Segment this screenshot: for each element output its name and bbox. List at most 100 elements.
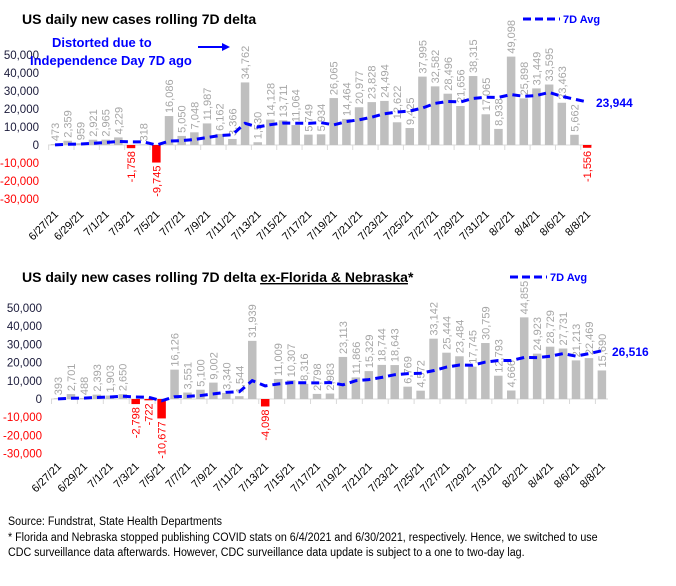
x-tick-label: 7/5/21 — [132, 209, 162, 239]
data-label: 28,496 — [443, 57, 455, 91]
bar-7/9/21 — [209, 382, 218, 399]
data-label: 11,009 — [273, 343, 285, 376]
y-tick-label: 40,000 — [7, 321, 42, 333]
bar-7/20/21 — [351, 377, 361, 399]
data-label: 13,711 — [278, 84, 290, 117]
legend: 7D Avg — [523, 14, 600, 26]
data-label: 14,464 — [341, 82, 353, 116]
annotation-text: Distorted due to — [52, 35, 152, 50]
data-label: 7,048 — [189, 102, 201, 130]
bar-7/1/21 — [105, 395, 115, 399]
y-tick-label: 20,000 — [4, 104, 39, 116]
data-label: 44,855 — [519, 281, 531, 315]
bar-7/13/21 — [253, 142, 262, 145]
bar-7/22/21 — [377, 364, 386, 399]
bar-8/6/21 — [571, 360, 581, 399]
data-label: 5,934 — [316, 104, 328, 132]
data-label: 16,086 — [164, 79, 176, 113]
bar-7/24/21 — [403, 386, 412, 399]
data-label: -1,758 — [126, 151, 138, 182]
data-label: -1,556 — [582, 151, 594, 182]
bar-7/6/21 — [164, 116, 174, 145]
bar-7/23/21 — [390, 365, 399, 399]
y-tick-label: 20,000 — [7, 358, 42, 370]
data-label: 4,666 — [506, 360, 518, 388]
data-label: 20,977 — [354, 71, 366, 105]
chart-title-main: US daily new cases rolling 7D delta — [22, 11, 256, 27]
bar-7/11/21 — [235, 396, 244, 399]
bar-8/1/21 — [507, 390, 516, 399]
x-tick-label: 8/6/21 — [538, 209, 568, 239]
y-tick-label: -10,000 — [0, 158, 39, 170]
data-label: 4,229 — [113, 107, 125, 135]
data-label: 15,329 — [364, 334, 376, 368]
data-label: 16,126 — [170, 333, 182, 367]
bar-7/12/21 — [240, 82, 250, 145]
bar-7/22/21 — [367, 102, 376, 145]
bar-7/10/21 — [215, 133, 224, 145]
data-label: 11,866 — [351, 342, 363, 375]
data-label: 38,315 — [468, 39, 480, 73]
source-note: Source: Fundstrat, State Health Departme… — [8, 516, 223, 528]
data-label: 31,449 — [531, 52, 543, 86]
data-label: 12,622 — [392, 86, 404, 120]
data-label: 2,650 — [118, 364, 130, 392]
x-tick-label: 8/6/21 — [552, 461, 582, 491]
bar-7/15/21 — [278, 120, 288, 145]
data-label: 30,759 — [480, 306, 492, 340]
bar-7/31/21 — [494, 375, 503, 399]
y-tick-label: 0 — [36, 394, 42, 406]
bar-6/30/21 — [92, 394, 102, 399]
bar-8/8/21 — [582, 145, 592, 148]
data-label: 9,002 — [208, 352, 220, 380]
data-label: 6,769 — [403, 356, 415, 384]
bar-7/28/21 — [455, 356, 464, 399]
bar-7/5/21 — [152, 145, 161, 163]
bar-7/28/21 — [443, 93, 453, 145]
chart-title-suffix: * — [408, 269, 414, 285]
bar-8/1/21 — [494, 128, 503, 145]
x-tick-label: 8/2/21 — [500, 461, 530, 491]
y-tick-label: 40,000 — [4, 68, 39, 80]
bar-7/23/21 — [380, 100, 389, 145]
x-tick-label: 8/4/21 — [526, 461, 556, 491]
y-tick-label: -10,000 — [3, 412, 42, 424]
data-label: 49,098 — [506, 20, 518, 54]
data-label: 33,595 — [544, 48, 556, 82]
x-tick-label: 8/8/21 — [578, 461, 608, 491]
bar-7/18/21 — [325, 393, 335, 399]
bar-7/25/21 — [416, 390, 425, 399]
data-label: 14,128 — [265, 83, 277, 117]
data-label: -10,677 — [157, 421, 169, 458]
bar-7/18/21 — [316, 134, 326, 145]
bar-7/21/21 — [354, 107, 364, 145]
data-label: 23,828 — [367, 65, 379, 99]
data-label: -2,798 — [131, 407, 143, 438]
data-label: -722 — [144, 403, 156, 425]
bar-7/15/21 — [286, 380, 296, 399]
data-label: 10,307 — [286, 344, 298, 378]
bar-7/19/21 — [338, 356, 348, 399]
data-label: 473 — [50, 123, 62, 141]
bar-7/8/21 — [190, 132, 199, 145]
chart-1: US daily new cases rolling 7D delta 50,00… — [0, 11, 633, 243]
avg-end-label: 26,516 — [612, 345, 649, 359]
data-label: 959 — [75, 122, 87, 140]
bar-7/26/21 — [429, 338, 438, 399]
bar-7/16/21 — [299, 383, 309, 399]
data-label: 17,745 — [467, 330, 479, 364]
y-tick-label: 10,000 — [4, 122, 39, 134]
data-label: 18,643 — [390, 328, 402, 362]
data-label: 21,213 — [571, 324, 583, 358]
bar-7/4/21 — [139, 144, 148, 145]
bar-8/4/21 — [532, 88, 541, 145]
bar-7/17/21 — [312, 393, 322, 399]
bar-8/5/21 — [558, 348, 568, 399]
bar-7/7/21 — [177, 135, 186, 145]
data-label: -9,745 — [151, 166, 163, 197]
data-label: 15,690 — [597, 334, 609, 368]
data-label: 33,142 — [429, 302, 441, 336]
bar-8/6/21 — [557, 102, 567, 145]
bar-7/30/21 — [468, 76, 478, 145]
data-label: 8,938 — [493, 98, 505, 126]
